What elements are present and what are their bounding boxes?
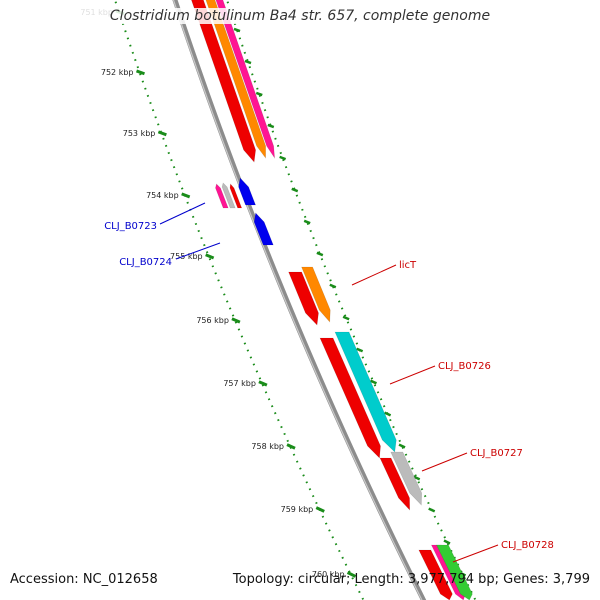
gene-arrow-red — [191, 0, 256, 163]
outer-ring-tick — [279, 155, 287, 161]
gene-arrow-pink — [215, 0, 276, 160]
genome-backbone — [172, 0, 427, 600]
gene-label: CLJ_B0724 — [119, 257, 172, 268]
kbp-tick-mark — [135, 69, 145, 76]
gene-label: CLJ_B0723 — [104, 221, 157, 232]
kbp-tick-label: 756 kbp — [196, 316, 229, 325]
kbp-tick-label: 758 kbp — [251, 442, 284, 451]
gene-blue-2 — [253, 212, 274, 246]
outer-ring-tick — [244, 59, 252, 65]
outer-ring-tick — [413, 475, 421, 481]
gene-arrow-orange — [301, 266, 331, 323]
kbp-tick-mark — [181, 192, 191, 199]
gene-small-pink — [215, 183, 229, 209]
kbp-tick-mark — [157, 130, 167, 137]
genome-backbone-highlight — [172, 0, 423, 600]
gene-blue-1 — [238, 177, 256, 206]
gene-arrow-red — [418, 549, 453, 600]
gene-arrow-cyan — [334, 331, 397, 453]
kbp-tick-label: 752 kbp — [101, 68, 134, 77]
outer-dotted-ring — [225, 0, 477, 600]
gene-label: CLJ_B0726 — [438, 361, 491, 372]
kbp-tick-mark — [315, 506, 325, 513]
kbp-tick-label: 760 kbp — [312, 570, 345, 579]
gene-label: licT — [399, 260, 417, 271]
outer-ring-tick — [384, 411, 392, 417]
outer-ring-tick — [443, 539, 451, 545]
outer-ring-tick — [356, 347, 364, 353]
kbp-tick-label: 757 kbp — [223, 379, 256, 388]
outer-ring-tick — [428, 507, 436, 513]
outer-ring-tick — [233, 27, 241, 33]
outer-ring-tick — [342, 315, 350, 321]
outer-ring-tick — [291, 187, 299, 193]
kbp-tick-mark — [286, 443, 296, 450]
kbp-tick-label: 755 kbp — [170, 252, 203, 261]
gene-label: CLJ_B0728 — [501, 540, 554, 551]
kbp-tick-mark — [346, 571, 357, 578]
gene-label-leader-line — [421, 452, 468, 472]
kbp-tick-label: 759 kbp — [281, 505, 314, 514]
topology-text: Topology: circular; Length: 3,977,794 bp… — [232, 572, 590, 587]
map-title: Clostridium botulinum Ba4 str. 657, comp… — [0, 8, 600, 24]
gene-small-gray — [221, 182, 236, 209]
gene-small-red — [229, 183, 243, 209]
outer-ring-tick — [255, 91, 263, 97]
gene-label-leader-line — [389, 365, 436, 385]
gene-label: CLJ_B0727 — [470, 448, 523, 459]
kbp-tick-mark — [205, 253, 215, 260]
kbp-tick-label: 753 kbp — [123, 129, 156, 138]
gene-arrow-orange — [205, 0, 266, 159]
outer-ring-tick — [316, 251, 324, 257]
outer-ring-tick — [267, 123, 275, 129]
outer-ring-tick — [369, 379, 377, 385]
gene-arrow-gray — [390, 451, 423, 506]
kbp-tick-label: 754 kbp — [146, 191, 179, 200]
gene-label-leader-line — [159, 202, 206, 225]
outer-ring-tick — [303, 219, 311, 225]
outer-ring-tick — [398, 443, 406, 449]
kbp-tick-mark — [258, 380, 268, 387]
gene-arrow-green — [435, 544, 473, 600]
outer-ring-tick — [329, 283, 337, 289]
kbp-tick-mark — [231, 317, 241, 324]
gene-label-leader-line — [452, 544, 499, 563]
gene-label-leader-line — [351, 264, 397, 286]
gene-arrow-red — [288, 271, 319, 326]
gene-label-leader-line — [175, 242, 221, 260]
gene-arrow-red — [319, 337, 381, 459]
gene-arrow-red — [379, 457, 411, 511]
accession-text: Accession: NC_012658 — [10, 572, 158, 587]
